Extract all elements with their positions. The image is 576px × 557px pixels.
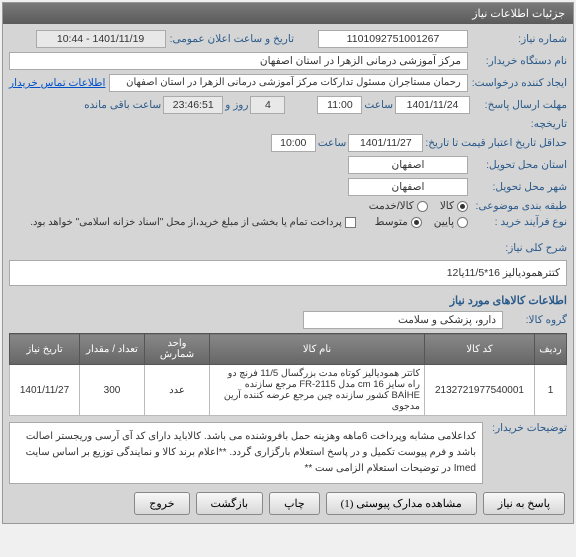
table-header-row: ردیف کد کالا نام کالا واحد شمارش تعداد /… bbox=[10, 334, 567, 365]
row-need-no: شماره نیاز: 1101092751001267 تاریخ و ساع… bbox=[9, 30, 567, 48]
group-value: دارو، پزشکی و سلامت bbox=[303, 311, 503, 329]
radio-kala[interactable]: کالا bbox=[440, 200, 468, 212]
announce-value: 1401/11/19 - 10:44 bbox=[36, 30, 166, 48]
row-city: شهر محل تحویل: اصفهان bbox=[9, 178, 567, 196]
pay-note: پرداخت تمام یا بخشی از مبلغ خرید،از محل … bbox=[30, 217, 342, 228]
province-label: استان محل تحویل: bbox=[472, 159, 567, 171]
radio-mid-label: متوسط bbox=[375, 216, 408, 228]
th-date: تاریخ نیاز bbox=[10, 334, 80, 365]
minvalid-time: 10:00 bbox=[271, 134, 316, 152]
th-name: نام کالا bbox=[210, 334, 425, 365]
time-label-2: ساعت bbox=[318, 137, 347, 149]
need-no-value: 1101092751001267 bbox=[318, 30, 468, 48]
deadline-label: مهلت ارسال پاسخ: bbox=[472, 99, 567, 111]
panel-header: جزئیات اطلاعات نیاز bbox=[3, 3, 573, 24]
category-radios: کالا کالا/خدمت bbox=[369, 200, 468, 212]
attachments-button[interactable]: مشاهده مدارک پیوستی (1) bbox=[326, 492, 477, 515]
radio-mid[interactable]: متوسط bbox=[375, 216, 422, 228]
radio-dot-icon bbox=[417, 201, 428, 212]
deadline-date: 1401/11/24 bbox=[395, 96, 470, 114]
row-group: گروه کالا: دارو، پزشکی و سلامت bbox=[9, 311, 567, 329]
exit-button[interactable]: خروج bbox=[134, 492, 189, 515]
remaining-time: 23:46:51 bbox=[163, 96, 223, 114]
items-table: ردیف کد کالا نام کالا واحد شمارش تعداد /… bbox=[9, 333, 567, 416]
radio-kala-label: کالا bbox=[440, 200, 454, 212]
form-body: شماره نیاز: 1101092751001267 تاریخ و ساع… bbox=[3, 24, 573, 238]
desc-section: شرح کلی نیاز: bbox=[9, 242, 567, 254]
th-qty: تعداد / مقدار bbox=[80, 334, 145, 365]
radio-khadamat[interactable]: کالا/خدمت bbox=[369, 200, 428, 212]
radio-dot-icon bbox=[457, 217, 468, 228]
minvalid-label: حداقل تاریخ اعتبار قیمت تا تاریخ: bbox=[425, 137, 567, 149]
radio-khadamat-label: کالا/خدمت bbox=[369, 200, 414, 212]
radio-low[interactable]: پایین bbox=[434, 216, 468, 228]
checkbox-icon bbox=[345, 217, 356, 228]
group-label: گروه کالا: bbox=[507, 314, 567, 326]
requester-label: ایجاد کننده درخواست: bbox=[472, 77, 567, 89]
cell-unit: عدد bbox=[145, 365, 210, 416]
row-history: تاریخچه: bbox=[9, 118, 567, 130]
province-value: اصفهان bbox=[348, 156, 468, 174]
back-button[interactable]: بازگشت bbox=[196, 492, 264, 515]
days-label: روز و bbox=[225, 99, 248, 111]
table-row: 1 2132721977540001 کاتتر همودیالیز کوتاه… bbox=[10, 365, 567, 416]
th-row: ردیف bbox=[535, 334, 567, 365]
buyer-label: نام دستگاه خریدار: bbox=[472, 55, 567, 67]
cell-date: 1401/11/27 bbox=[10, 365, 80, 416]
print-button[interactable]: چاپ bbox=[269, 492, 320, 515]
cell-name: کاتتر همودیالیز کوتاه مدت بزرگسال 11/5 ف… bbox=[210, 365, 425, 416]
items-title: اطلاعات کالاهای مورد نیاز bbox=[9, 294, 567, 307]
row-buyer: نام دستگاه خریدار: مرکز آموزشی درمانی ال… bbox=[9, 52, 567, 70]
footer-buttons: پاسخ به نیاز مشاهده مدارک پیوستی (1) چاپ… bbox=[3, 484, 573, 523]
cell-qty: 300 bbox=[80, 365, 145, 416]
city-label: شهر محل تحویل: bbox=[472, 181, 567, 193]
row-requester: ایجاد کننده درخواست: رحمان مستاجران مسئو… bbox=[9, 74, 567, 92]
details-panel: جزئیات اطلاعات نیاز شماره نیاز: 11010927… bbox=[2, 2, 574, 524]
notes-box: کداعلامی مشابه وپرداخت 6ماهه وهزینه حمل … bbox=[9, 422, 483, 484]
row-province: استان محل تحویل: اصفهان bbox=[9, 156, 567, 174]
th-code: کد کالا bbox=[425, 334, 535, 365]
cell-name-text: کاتتر همودیالیز کوتاه مدت بزرگسال 11/5 ف… bbox=[214, 368, 420, 412]
contact-link[interactable]: اطلاعات تماس خریدار bbox=[9, 77, 105, 89]
city-value: اصفهان bbox=[348, 178, 468, 196]
row-process: نوع فرآیند خرید : پایین متوسط پرداخت تما… bbox=[9, 216, 567, 228]
th-unit: واحد شمارش bbox=[145, 334, 210, 365]
category-label: طبقه بندی موضوعی: bbox=[472, 200, 567, 212]
time-label-1: ساعت bbox=[364, 99, 393, 111]
minvalid-date: 1401/11/27 bbox=[348, 134, 423, 152]
process-radios: پایین متوسط bbox=[375, 216, 468, 228]
pay-check[interactable]: پرداخت تمام یا بخشی از مبلغ خرید،از محل … bbox=[30, 217, 356, 228]
radio-low-label: پایین bbox=[434, 216, 454, 228]
radio-dot-icon bbox=[411, 217, 422, 228]
cell-code: 2132721977540001 bbox=[425, 365, 535, 416]
respond-button[interactable]: پاسخ به نیاز bbox=[483, 492, 565, 515]
row-category: طبقه بندی موضوعی: کالا کالا/خدمت bbox=[9, 200, 567, 212]
notes-label: توضیحات خریدار: bbox=[487, 422, 567, 434]
cell-idx: 1 bbox=[535, 365, 567, 416]
desc-box: کتترهمودیالیز 16*11/5یا12 bbox=[9, 260, 567, 286]
requester-value: رحمان مستاجران مسئول تدارکات مرکز آموزشی… bbox=[109, 74, 467, 92]
row-minvalid: حداقل تاریخ اعتبار قیمت تا تاریخ: 1401/1… bbox=[9, 134, 567, 152]
remaining-label: ساعت باقی مانده bbox=[84, 99, 161, 111]
row-deadline: مهلت ارسال پاسخ: 1401/11/24 ساعت 11:00 4… bbox=[9, 96, 567, 114]
radio-dot-icon bbox=[457, 201, 468, 212]
announce-label: تاریخ و ساعت اعلان عمومی: bbox=[170, 33, 294, 45]
history-label: تاریخچه: bbox=[472, 118, 567, 130]
desc-label: شرح کلی نیاز: bbox=[9, 242, 567, 254]
row-notes: توضیحات خریدار: کداعلامی مشابه وپرداخت 6… bbox=[9, 422, 567, 484]
process-label: نوع فرآیند خرید : bbox=[472, 216, 567, 228]
deadline-time: 11:00 bbox=[317, 96, 362, 114]
days-value: 4 bbox=[250, 96, 285, 114]
need-no-label: شماره نیاز: bbox=[472, 33, 567, 45]
buyer-value: مرکز آموزشی درمانی الزهرا در استان اصفها… bbox=[9, 52, 468, 70]
